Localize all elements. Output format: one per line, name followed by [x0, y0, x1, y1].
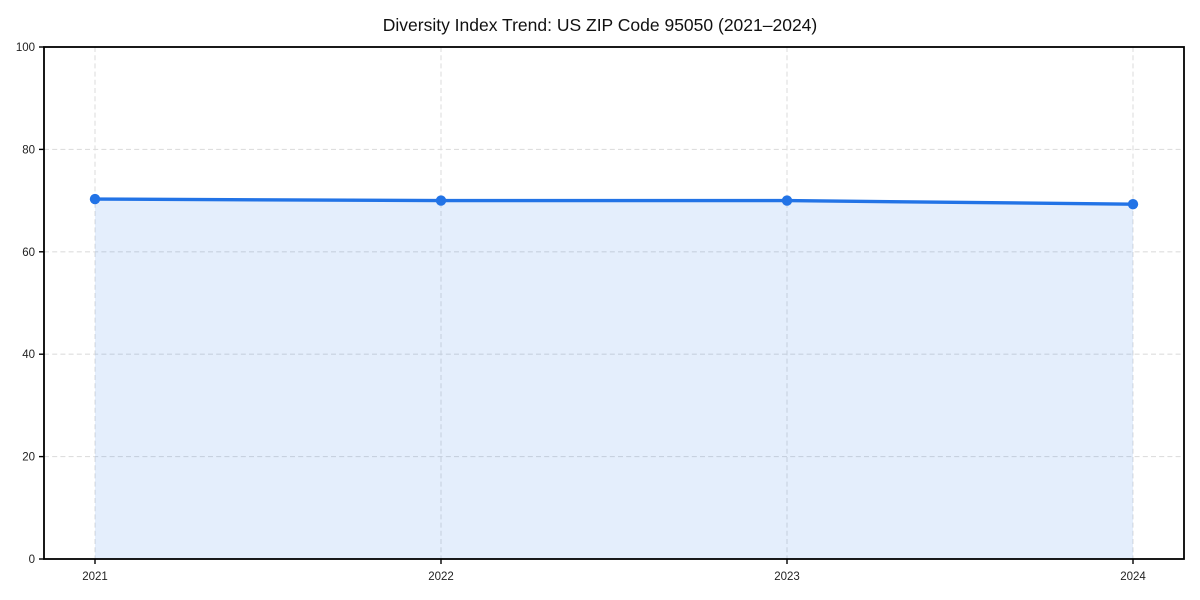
y-tick-label: 100: [16, 42, 35, 54]
data-point-marker: [1127, 198, 1139, 210]
tick-labels-layer: 0 20 40 60 80 100 2021 2022 2023 2024: [16, 42, 1147, 583]
trend-line: [93, 197, 1135, 206]
trend-line-layer: [93, 197, 1135, 206]
y-tick-label: 60: [22, 247, 35, 259]
y-tick-label: 80: [22, 144, 35, 156]
chart-title: Diversity Index Trend: US ZIP Code 95050…: [383, 15, 818, 35]
area-fill-layer: [95, 199, 1133, 559]
data-point-markers-layer: [89, 193, 1139, 210]
gridlines-layer: [44, 47, 1184, 559]
y-tick-label: 0: [29, 554, 35, 566]
x-tick-label: 2023: [774, 571, 800, 583]
x-tick-label: 2022: [428, 571, 454, 583]
plot-spines: [43, 46, 1185, 560]
area-fill: [95, 199, 1133, 559]
y-tick-label: 40: [22, 349, 35, 361]
data-point-marker: [89, 193, 101, 205]
data-point-marker: [781, 195, 793, 206]
data-point-marker: [435, 195, 447, 206]
x-tick-label: 2021: [82, 571, 108, 583]
y-tick-label: 20: [22, 452, 35, 464]
x-tick-label: 2024: [1120, 571, 1146, 583]
axes-layer: [39, 46, 1185, 564]
